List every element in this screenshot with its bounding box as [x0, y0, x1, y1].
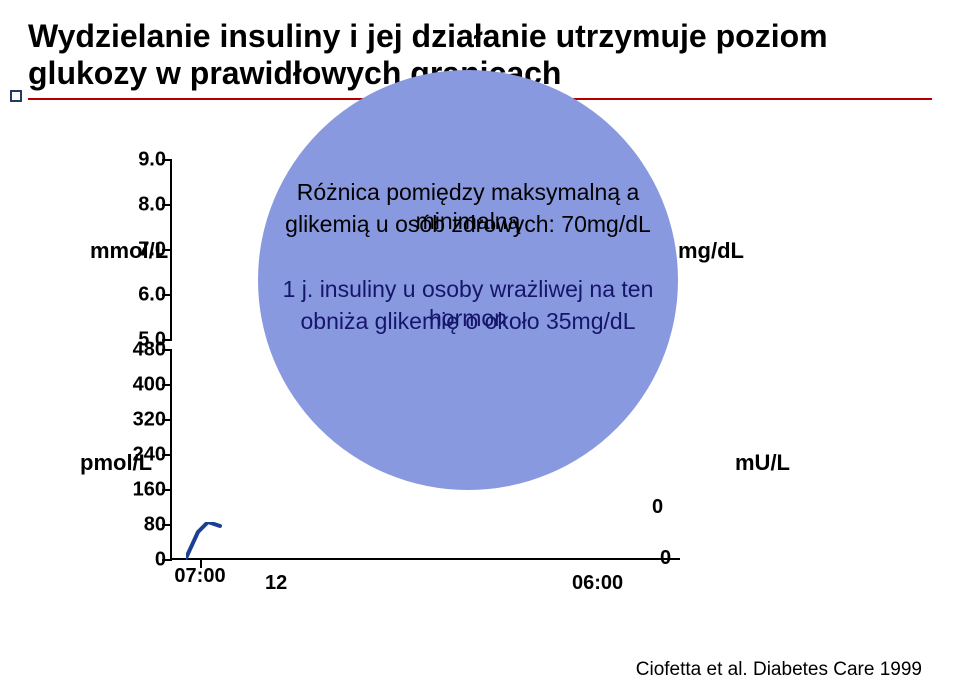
insulin-right-tick-fragment: 0 — [652, 496, 663, 519]
callout-line-4: obniża glikemię o około 35mg/dL — [258, 307, 678, 336]
insulin-ytick-label: 400 — [120, 374, 166, 397]
glucose-ytick-label: 7.0 — [126, 239, 166, 262]
title-bullet-square — [10, 90, 22, 102]
callout-circle: Różnica pomiędzy maksymalną a minimalną … — [258, 70, 678, 490]
glucose-ytick-label: 8.0 — [126, 194, 166, 217]
insulin-line-fragment — [186, 522, 226, 562]
title-line-1: Wydzielanie insuliny i jej działanie utr… — [28, 18, 932, 55]
insulin-ytick-label: 160 — [120, 479, 166, 502]
citation: Ciofetta et al. Diabetes Care 1999 — [636, 659, 922, 681]
insulin-ytick-label: 240 — [120, 444, 166, 467]
callout-line-2: glikemią u osób zdrowych: 70mg/dL — [258, 210, 678, 239]
insulin-right-unit: mU/L — [735, 450, 790, 476]
insulin-ytick-label: 320 — [120, 409, 166, 432]
insulin-right-zero: 0 — [660, 547, 671, 570]
insulin-xtick-right: 06:00 — [572, 572, 623, 595]
insulin-xtick-mid-fragment: 12 — [265, 572, 287, 595]
insulin-xtick-label: 07:00 — [174, 565, 225, 588]
glucose-ytick-label: 9.0 — [126, 149, 166, 172]
insulin-x-axis — [170, 558, 680, 560]
chart-stage: mmol/L mg/dL 9.0 8.0 7.0 6.0 5.0 pmol/L … — [0, 140, 960, 640]
glucose-ytick-label: 6.0 — [126, 284, 166, 307]
insulin-ytick-label: 480 — [120, 339, 166, 362]
insulin-ytick-label: 0 — [120, 549, 166, 572]
insulin-ytick-label: 80 — [120, 514, 166, 537]
